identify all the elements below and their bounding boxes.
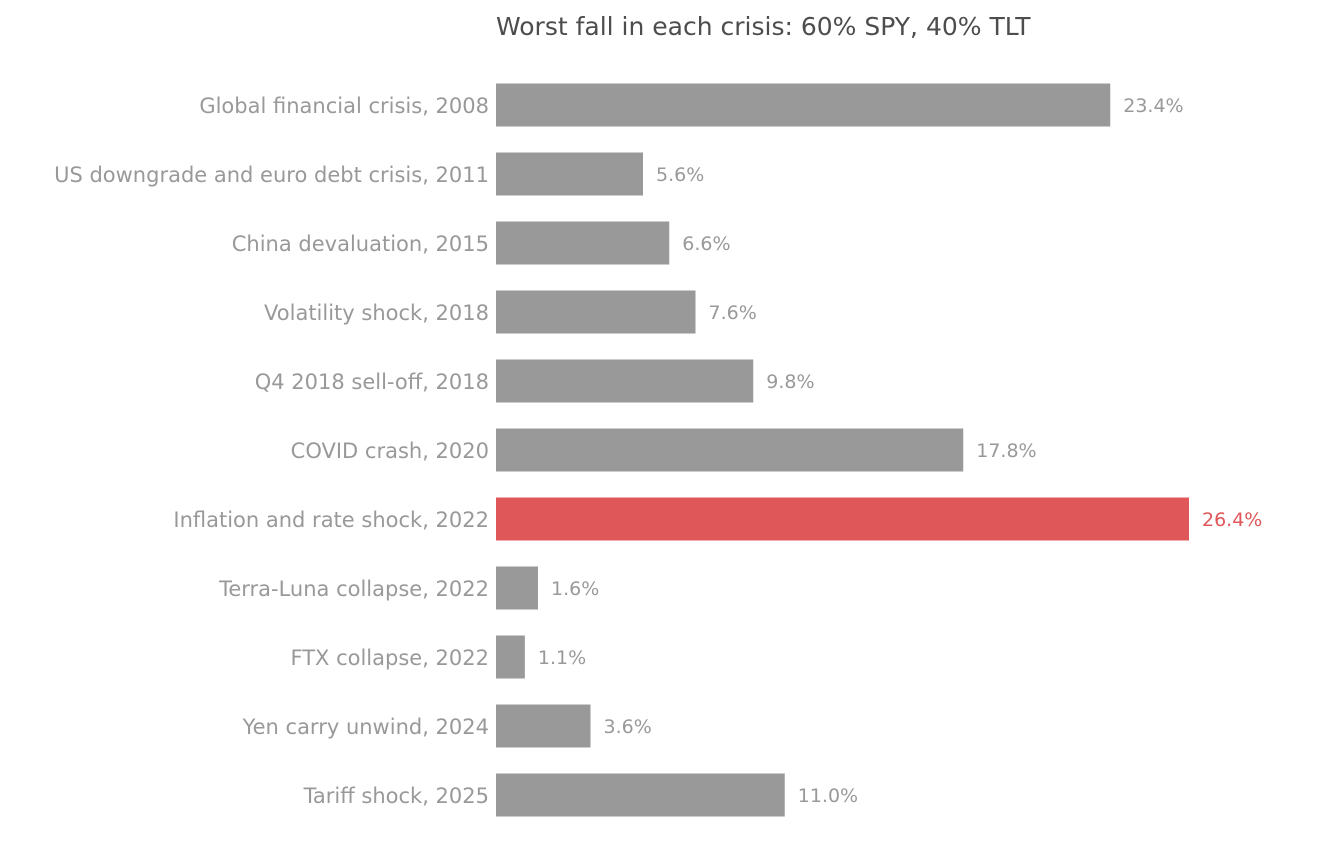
category-label-6: Inflation and rate shock, 2022 [173, 508, 489, 532]
bar-10 [496, 773, 785, 817]
bar-8 [496, 635, 525, 679]
bar-5 [496, 428, 964, 472]
value-labels: 23.4% 5.6% 6.6% 7.6% 9.8% 17.8% 26.4% 1.6% 1.1% 3… [538, 95, 1262, 807]
bar-9 [496, 704, 591, 748]
value-label-4: 9.8% [766, 371, 814, 393]
category-label-0: Global financial crisis, 2008 [199, 94, 489, 118]
bar-6 [496, 497, 1189, 541]
value-label-3: 7.6% [709, 302, 757, 324]
value-label-6: 26.4% [1202, 509, 1262, 531]
chart-title: Worst fall in each crisis: 60% SPY, 40% … [496, 12, 1031, 41]
bar-4 [496, 359, 754, 403]
value-label-2: 6.6% [682, 233, 730, 255]
value-label-0: 23.4% [1123, 95, 1183, 117]
bar-1 [496, 152, 643, 196]
value-label-5: 17.8% [976, 440, 1036, 462]
value-label-1: 5.6% [656, 164, 704, 186]
bar-0 [496, 83, 1111, 127]
category-label-5: COVID crash, 2020 [291, 439, 489, 463]
value-label-7: 1.6% [551, 578, 599, 600]
category-label-7: Terra-Luna collapse, 2022 [218, 577, 489, 601]
value-label-10: 11.0% [798, 785, 858, 807]
category-label-9: Yen carry unwind, 2024 [242, 715, 489, 739]
bar-2 [496, 221, 670, 265]
category-labels: Global financial crisis, 2008 US downgrad… [54, 94, 489, 808]
category-label-8: FTX collapse, 2022 [290, 646, 489, 670]
bars-group [496, 83, 1189, 817]
category-label-2: China devaluation, 2015 [232, 232, 489, 256]
category-label-4: Q4 2018 sell-off, 2018 [255, 370, 489, 394]
category-label-10: Tariff shock, 2025 [303, 784, 489, 808]
category-label-3: Volatility shock, 2018 [264, 301, 489, 325]
value-label-9: 3.6% [604, 716, 652, 738]
category-label-1: US downgrade and euro debt crisis, 2011 [54, 163, 489, 187]
value-label-8: 1.1% [538, 647, 586, 669]
bar-3 [496, 290, 696, 334]
bar-7 [496, 566, 538, 610]
